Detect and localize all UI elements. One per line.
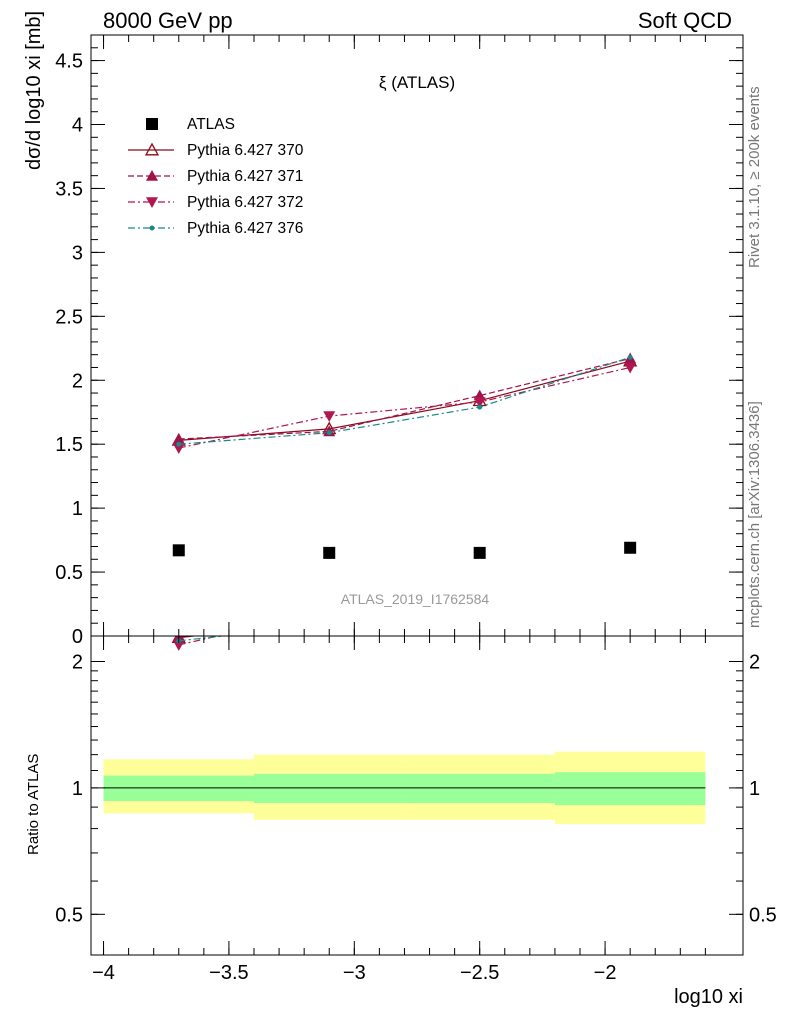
- x-tick-label: −2: [594, 962, 617, 984]
- series-line: [178, 366, 631, 449]
- legend-label: Pythia 6.427 372: [187, 194, 303, 211]
- y-tick-label: 3.5: [55, 178, 83, 200]
- data-point: [176, 441, 182, 447]
- uncertainty-band-inner: [554, 772, 706, 806]
- y-tick-label: 1: [72, 498, 83, 520]
- ratio-point: [628, 576, 633, 581]
- ratio-point: [323, 616, 335, 627]
- analysis-watermark: ATLAS_2019_I1762584: [341, 591, 490, 607]
- y-tick-label: 2.5: [55, 306, 83, 328]
- header-left: 8000 GeV pp: [103, 8, 233, 33]
- ratio-y-tick-label-right: 1: [749, 778, 760, 800]
- series-line: [178, 356, 631, 445]
- ratio-y-tick-label-right: 0.5: [749, 904, 777, 926]
- ratio-group: [103, 573, 706, 825]
- y-tick-label: 0: [72, 626, 83, 648]
- data-point: [477, 404, 483, 410]
- ratio-point: [172, 640, 185, 651]
- data-point: [473, 546, 486, 559]
- y-tick-label: 4.5: [55, 51, 83, 73]
- legend-marker: [146, 170, 158, 181]
- ratio-y-tick-label: 2: [72, 651, 83, 673]
- data-point: [323, 546, 336, 559]
- x-tick-label: −4: [92, 962, 115, 984]
- legend-label: ATLAS: [187, 116, 235, 133]
- y-tick-label: 3: [72, 242, 83, 264]
- data-point: [172, 433, 185, 444]
- legend-marker: [146, 197, 158, 208]
- ratio-point: [327, 622, 332, 627]
- ratio-point: [323, 618, 335, 629]
- ratio-point: [323, 605, 335, 616]
- ratio-y-tick-label: 0.5: [55, 904, 83, 926]
- data-point: [473, 397, 486, 408]
- y-axis-label: dσ/d log10 xi [mb]: [23, 11, 45, 170]
- chart-title: ξ (ATLAS): [379, 73, 455, 92]
- uncertainty-band-inner: [254, 773, 405, 804]
- legend-marker: [144, 142, 160, 156]
- data-point: [624, 541, 637, 554]
- legend-label: Pythia 6.427 370: [187, 142, 304, 159]
- data-point: [172, 544, 185, 557]
- x-axis-label: log10 xi: [674, 986, 743, 1008]
- data-point: [323, 411, 336, 423]
- ratio-frame: [90, 635, 744, 956]
- series-line: [178, 357, 631, 440]
- ratio-point: [624, 574, 636, 585]
- y-tick-label: 0.5: [55, 562, 83, 584]
- y-tick-label: 4: [72, 115, 83, 137]
- y-tick-label: 1.5: [55, 434, 83, 456]
- main-series-group: [171, 352, 638, 559]
- data-point: [172, 443, 185, 455]
- ratio-y-tick-label: 1: [72, 778, 83, 800]
- x-tick-label: −3.5: [209, 962, 248, 984]
- ratio-y-axis-label: Ratio to ATLAS: [25, 754, 42, 855]
- x-tick-label: −3: [343, 962, 366, 984]
- legend-label: Pythia 6.427 376: [187, 220, 303, 237]
- x-tick-label: −2.5: [460, 962, 499, 984]
- ratio-point: [624, 580, 636, 591]
- data-point: [627, 354, 633, 360]
- uncertainty-band-inner: [404, 773, 555, 804]
- series-line: [178, 360, 631, 441]
- data-point: [326, 430, 332, 436]
- ratio-line: [178, 636, 187, 637]
- y-tick-label: 2: [72, 370, 83, 392]
- header-right: Soft QCD: [637, 8, 732, 33]
- legend-marker: [149, 225, 155, 231]
- ratio-y-tick-label-right: 2: [749, 651, 760, 673]
- legend-marker: [146, 118, 158, 130]
- legend-label: Pythia 6.427 371: [187, 168, 303, 185]
- ratio-point: [624, 573, 636, 584]
- data-point: [624, 362, 637, 374]
